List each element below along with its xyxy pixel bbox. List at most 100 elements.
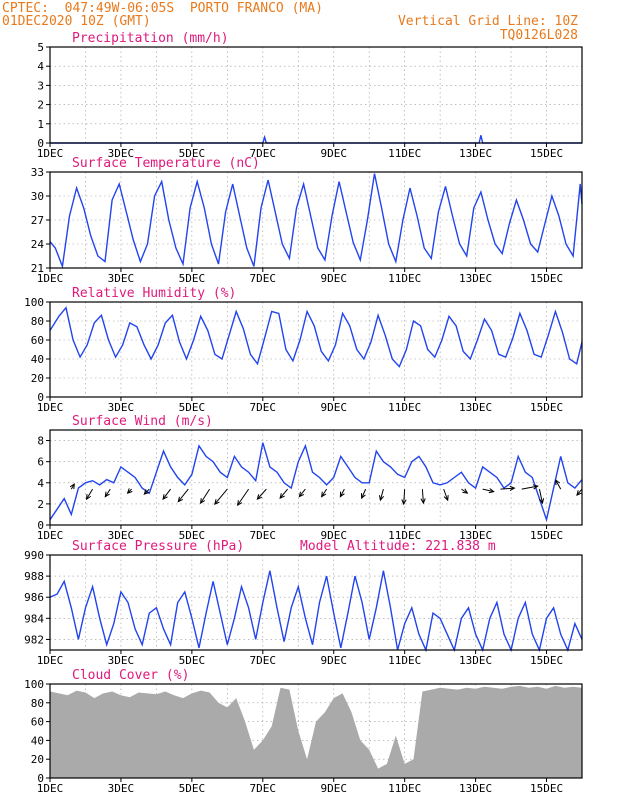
wind-arrow-head <box>339 491 345 498</box>
panel-title: Cloud Cover (%) <box>72 668 189 683</box>
panel-frame <box>49 683 583 779</box>
panel-title: Relative Humidity (%) <box>72 286 236 301</box>
y-tick-label: 6 <box>37 456 44 469</box>
y-tick-label: 986 <box>24 591 44 604</box>
y-tick-label: 0 <box>37 137 44 150</box>
y-tick-label: 40 <box>31 353 44 366</box>
wind-arrow-head <box>532 484 539 490</box>
x-tick-label: 13DEC <box>459 147 492 160</box>
wind-arrow <box>200 488 211 504</box>
wind-arrow-head <box>538 498 545 505</box>
wind-arrow-head <box>401 499 407 506</box>
x-tick-label: 11DEC <box>388 401 421 414</box>
y-tick-label: 0 <box>37 519 44 532</box>
x-tick-label: 5DEC <box>179 401 206 414</box>
wind-arrow-head <box>236 500 243 507</box>
y-tick-label: 33 <box>31 166 44 179</box>
x-tick-label: 1DEC <box>37 782 64 795</box>
wind-arrow-head <box>462 488 469 494</box>
wind-arrow-head <box>143 489 150 495</box>
wind-arrow <box>576 488 583 496</box>
header-line2: 01DEC2020 10Z (GMT) <box>2 14 151 29</box>
x-tick-label: 13DEC <box>459 782 492 795</box>
x-tick-label: 11DEC <box>388 272 421 285</box>
x-tick-label: 3DEC <box>108 654 135 667</box>
wind-arrow <box>237 488 250 506</box>
wind-arrow <box>538 489 543 504</box>
panel-title: Surface Pressure (hPa) <box>72 539 244 554</box>
y-tick-label: 100 <box>24 678 44 691</box>
x-tick-label: 15DEC <box>530 529 563 542</box>
y-tick-label: 40 <box>31 734 44 747</box>
y-tick-label: 988 <box>24 570 44 583</box>
wind-arrow <box>339 488 345 497</box>
y-tick-label: 982 <box>24 633 44 646</box>
wind-arrow <box>298 488 306 497</box>
y-tick-label: 4 <box>37 60 44 73</box>
x-tick-label: 7DEC <box>250 529 277 542</box>
panel-frame <box>49 429 583 526</box>
x-tick-label: 7DEC <box>250 401 277 414</box>
series-line <box>49 442 583 523</box>
header-line1: CPTEC: 047:49W-06:05S PORTO FRANCO (MA) <box>2 1 323 16</box>
x-tick-label: 1DEC <box>37 147 64 160</box>
wind-arrow <box>143 488 150 495</box>
panel-title: Surface Temperature (nC) <box>72 156 260 171</box>
x-tick-label: 15DEC <box>530 654 563 667</box>
wind-arrow-head <box>126 488 133 494</box>
x-tick-label: 15DEC <box>530 782 563 795</box>
wind-arrow-head <box>69 483 75 490</box>
x-tick-label: 13DEC <box>459 654 492 667</box>
y-tick-label: 1 <box>37 118 44 131</box>
x-tick-label: 11DEC <box>388 529 421 542</box>
wind-arrow <box>403 489 406 505</box>
x-tick-label: 11DEC <box>388 147 421 160</box>
wind-arrow-head <box>420 498 426 505</box>
x-tick-label: 9DEC <box>320 782 347 795</box>
panel-frame <box>49 46 583 144</box>
wind-arrow <box>482 488 494 493</box>
x-tick-label: 3DEC <box>108 401 135 414</box>
x-tick-label: 5DEC <box>179 782 206 795</box>
panel-frame <box>49 301 583 398</box>
y-tick-label: 0 <box>37 391 44 404</box>
x-tick-label: 1DEC <box>37 401 64 414</box>
x-tick-label: 9DEC <box>320 401 347 414</box>
wind-arrow-head <box>321 491 327 498</box>
wind-arrow <box>379 488 384 501</box>
wind-arrow-head <box>555 479 561 486</box>
y-tick-label: 60 <box>31 334 44 347</box>
x-tick-label: 5DEC <box>179 654 206 667</box>
series-line <box>49 570 583 653</box>
x-tick-label: 15DEC <box>530 272 563 285</box>
wind-arrow <box>279 488 289 499</box>
wind-arrow-head <box>509 485 516 492</box>
wind-arrow-head <box>488 488 495 494</box>
x-tick-label: 3DEC <box>108 147 135 160</box>
y-tick-label: 2 <box>37 99 44 112</box>
x-tick-label: 3DEC <box>108 782 135 795</box>
wind-arrow <box>500 487 515 490</box>
y-tick-label: 20 <box>31 753 44 766</box>
y-tick-label: 30 <box>31 190 44 203</box>
x-tick-label: 5DEC <box>179 272 206 285</box>
wind-arrow-head <box>199 498 206 505</box>
wind-arrow <box>443 488 449 501</box>
y-tick-label: 60 <box>31 716 44 729</box>
y-tick-label: 80 <box>31 315 44 328</box>
wind-arrow-head <box>162 494 168 501</box>
panel-4: 0 2 4 6 8 1DEC 3DEC 5DEC 7DEC 9DEC 11DEC 13DEC 15DEC… <box>37 414 583 542</box>
x-tick-label: 9DEC <box>320 529 347 542</box>
y-tick-label: 4 <box>37 477 44 490</box>
wind-arrow-head <box>214 499 220 505</box>
wind-arrow <box>521 485 538 490</box>
x-tick-label: 5DEC <box>179 147 206 160</box>
y-tick-label: 990 <box>24 549 44 562</box>
y-tick-label: 2 <box>37 498 44 511</box>
panel-5: 982 984 986 988 990 1DEC 3DEC 5DEC 7DEC 9DEC 11DEC… <box>24 539 583 667</box>
wind-arrow <box>256 488 267 500</box>
wind-arrow-head <box>256 494 263 500</box>
wind-arrow-head <box>279 493 285 499</box>
x-tick-label: 11DEC <box>388 654 421 667</box>
x-tick-label: 7DEC <box>250 782 277 795</box>
